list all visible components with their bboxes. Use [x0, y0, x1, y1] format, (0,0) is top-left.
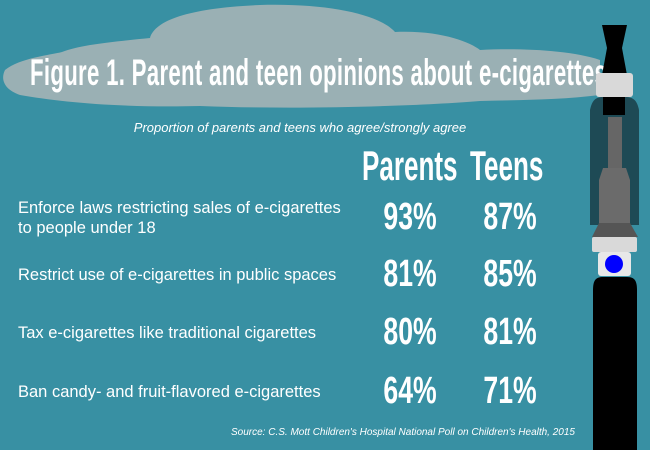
- row-label-1: Enforce laws restricting sales of e-ciga…: [18, 198, 341, 238]
- value-parents-3: 80%: [383, 311, 437, 353]
- row-label-4: Ban candy- and fruit-flavored e-cigarett…: [18, 383, 321, 401]
- value-teens-4: 71%: [483, 370, 537, 412]
- value-teens-1: 87%: [483, 196, 537, 238]
- subtitle: Proportion of parents and teens who agre…: [133, 120, 467, 135]
- column-header-teens: Teens: [470, 142, 588, 190]
- column-header-parents-text: Parents: [362, 142, 458, 189]
- source-note: Source: C.S. Mott Children's Hospital Na…: [231, 427, 575, 438]
- value-teens-2: 85%: [483, 253, 537, 295]
- value-teens-3: 81%: [483, 311, 537, 353]
- value-parents-2: 81%: [383, 253, 437, 295]
- row-label-2: Restrict use of e-cigarettes in public s…: [18, 266, 337, 284]
- value-parents-1: 93%: [383, 196, 437, 238]
- column-header-parents: Parents: [362, 142, 516, 190]
- row-label-3: Tax e-cigarettes like traditional cigare…: [18, 324, 317, 342]
- power-button-light: [605, 255, 623, 273]
- figure-title: Figure 1. Parent and teen opinions about…: [30, 52, 650, 94]
- column-header-teens-text: Teens: [470, 142, 544, 189]
- row-label-1-line2: to people under 18: [18, 219, 156, 237]
- row-label-1-line1: Enforce laws restricting sales of e-ciga…: [18, 199, 341, 217]
- value-parents-4: 64%: [383, 370, 437, 412]
- figure-title-text: Figure 1. Parent and teen opinions about…: [30, 52, 608, 93]
